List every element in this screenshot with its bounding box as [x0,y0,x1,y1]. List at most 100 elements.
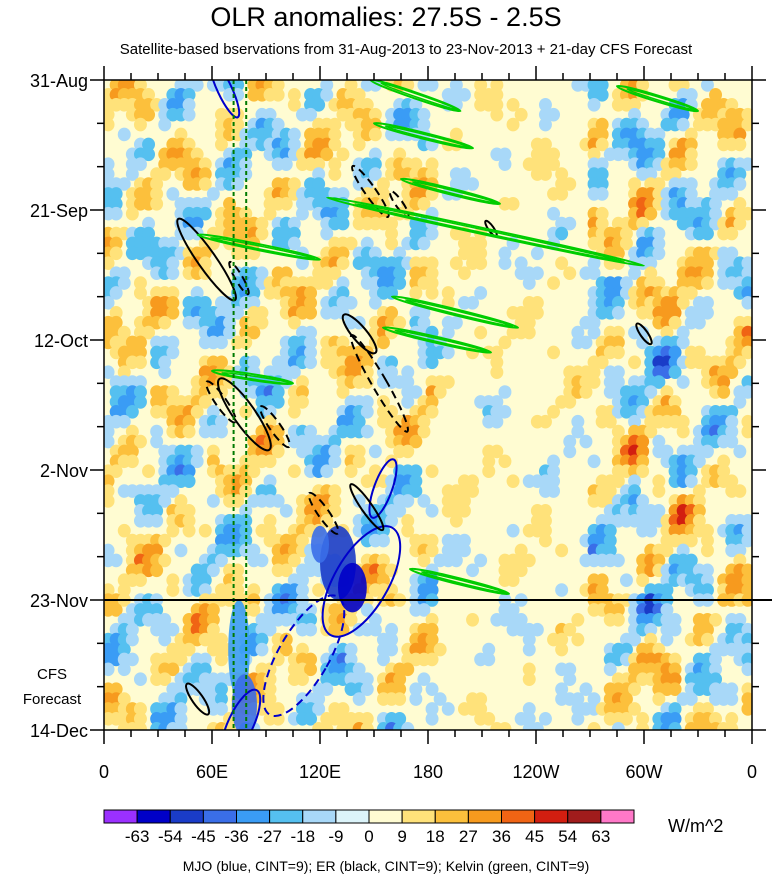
olr-cell [385,305,399,320]
olr-cell [741,424,752,439]
olr-cell [725,246,739,261]
olr-cell [190,454,204,469]
olr-cell [603,414,617,429]
olr-cell [522,672,536,687]
olr-cell [150,434,164,449]
olr-cell [490,80,504,92]
olr-cell [668,652,682,667]
olr-cell [287,226,301,241]
olr-cell [352,494,366,508]
olr-cell [668,672,682,687]
olr-cell [514,613,528,627]
olr-cell [417,305,431,320]
olr-cell [166,484,180,498]
olr-cell [304,613,318,627]
kelvin-contour [408,567,511,596]
olr-cell [700,632,714,647]
olr-cell [336,246,350,261]
olr-cell [595,216,609,231]
olr-cell [247,325,261,340]
olr-cell [684,474,698,488]
olr-cell [692,454,706,469]
plot-axes: 31-Aug 21-Sep 12-Oct 2-Nov 23-Nov 14-Dec CFS Fo… [23,66,772,782]
olr-cell [425,632,439,647]
olr-cell [336,256,350,271]
olr-cell [652,177,666,191]
olr-cell [514,543,528,558]
er-contour [307,491,340,535]
olr-cell [587,97,601,112]
olr-cell [344,80,358,92]
olr-cell [320,276,334,290]
x-tick-label: 120W [512,762,559,782]
olr-cell [263,474,277,488]
olr-cell [555,187,569,201]
olr-cell [158,315,172,330]
olr-cell [684,88,698,102]
olr-cell [425,226,439,241]
olr-cell [117,523,131,538]
er-contour [349,333,409,433]
kelvin-contour [210,369,295,386]
olr-cell [676,335,690,350]
olr-cell [198,523,212,538]
olr-cell [142,464,156,479]
olr-cell [328,137,342,152]
olr-cell [125,444,139,459]
olr-cell [603,523,617,538]
olr-cell [628,702,642,716]
olr-cell [336,276,350,290]
olr-cell [287,97,301,112]
olr-cell [271,494,285,508]
olr-cell [652,553,666,568]
olr-cell [304,335,318,350]
x-tick-label: 60W [625,762,662,782]
olr-cell [409,464,423,479]
olr-cell [133,702,147,716]
olr-cell [522,642,536,657]
olr-cell [457,543,471,558]
olr-cell [109,603,123,617]
olr-cell [352,692,366,706]
olr-cell [628,177,642,191]
colorbar-label: 18 [426,827,445,846]
olr-cell [595,137,609,152]
olr-cell [133,434,147,449]
olr-cell [490,355,504,370]
olr-cell [490,444,504,459]
olr-cell [166,236,180,251]
colorbar-label: 27 [459,827,478,846]
olr-cell [725,226,739,241]
olr-cell [247,355,261,370]
olr-cell [595,177,609,191]
olr-cell [133,573,147,587]
olr-cell [636,80,650,92]
mjo-contour [262,594,346,718]
olr-cell [652,147,666,162]
olr-cell [563,266,577,280]
olr-cell [239,147,253,162]
olr-cell [490,88,504,102]
olr-cell [142,137,156,152]
olr-cell [344,613,358,627]
olr-cell [125,167,139,181]
olr-cell [482,652,496,667]
olr-cell [490,345,504,360]
olr-cell [636,712,650,726]
olr-cell [490,97,504,112]
colorbar-label: -54 [158,827,183,846]
olr-cell [368,167,382,181]
olr-cell [660,632,674,647]
olr-cell [360,97,374,112]
olr-cell [198,662,212,677]
olr-cell [619,642,633,657]
olr-cell [619,712,633,726]
olr-cell [109,246,123,261]
olr-cell [628,355,642,370]
olr-cell [611,305,625,320]
forecast-label: CFS [37,666,67,683]
olr-cell [709,613,723,627]
olr-cell [304,345,318,360]
olr-cell [166,296,180,310]
